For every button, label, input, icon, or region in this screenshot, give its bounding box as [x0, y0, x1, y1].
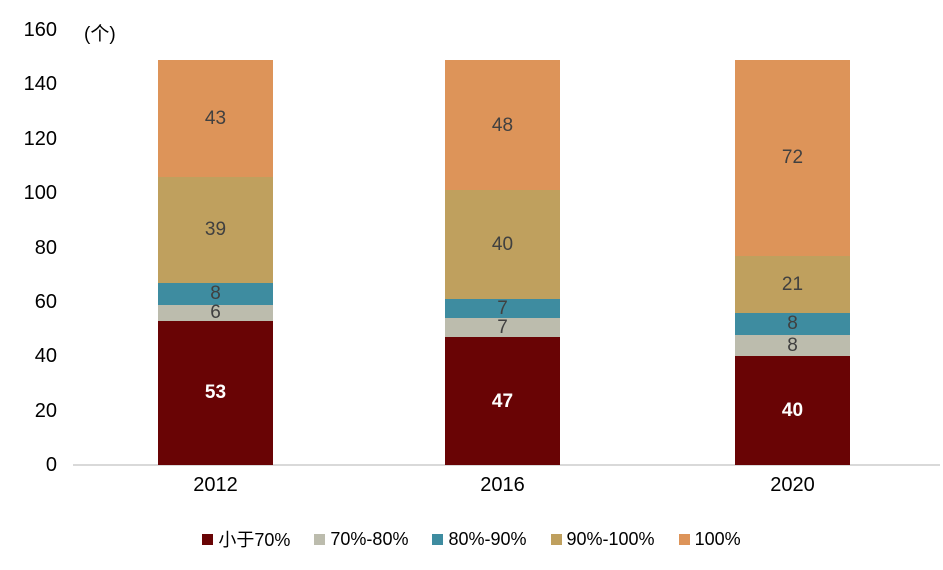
- legend-color-swatch-icon: [678, 533, 690, 545]
- bar-segment: 8: [735, 334, 850, 357]
- bar-column-2020: 40 8 8 21 72: [735, 59, 850, 465]
- y-tick-label: 160: [23, 19, 57, 41]
- legend-color-swatch-icon: [550, 533, 562, 545]
- legend-label: 100%: [694, 528, 741, 549]
- bar-segment-value: 7: [497, 298, 508, 320]
- bar-segment-value: 6: [210, 302, 221, 324]
- legend: 小于70% 70%-80% 80%-90% 90%-100% 100%: [0, 526, 943, 552]
- bar-segment-value: 40: [491, 234, 514, 256]
- bar-segment: 43: [158, 59, 273, 177]
- legend-label: 70%-80%: [330, 528, 409, 549]
- y-tick-label: 120: [23, 127, 57, 150]
- bar-segment-value: 40: [781, 400, 804, 422]
- bar-segment-value: 47: [491, 390, 514, 412]
- bar-segment-value: 43: [204, 107, 227, 129]
- y-tick-label: 140: [23, 73, 57, 96]
- y-tick-label: 100: [23, 182, 57, 205]
- legend-label: 80%-90%: [448, 528, 527, 549]
- bar-column-2012: 53 6 8 39 43: [158, 59, 273, 465]
- legend-item: 100%: [678, 528, 741, 550]
- bar-segment: 7: [445, 317, 560, 339]
- legend-item: 80%-90%: [432, 528, 527, 550]
- bar-segment: 40: [735, 356, 850, 465]
- bar-segment: 40: [445, 190, 560, 300]
- bar-segment-value: 39: [204, 219, 227, 241]
- bar-segment-value: 8: [787, 334, 798, 356]
- bar-column-2016: 47 7 7 40 48: [445, 59, 560, 465]
- bar-segment: 8: [735, 312, 850, 335]
- bar-segment-value: 8: [210, 283, 221, 305]
- bar-segment-value: 48: [491, 114, 514, 136]
- legend-label: 小于70%: [218, 530, 291, 550]
- legend-item: 70%-80%: [314, 529, 408, 550]
- x-axis-label: 2016: [480, 474, 525, 496]
- legend-item: 90%-100%: [550, 528, 655, 550]
- bar-segment: 72: [735, 59, 850, 256]
- bar-segment-value: 72: [781, 147, 804, 169]
- legend-color-swatch-icon: [314, 533, 326, 545]
- bar-segment-value: 53: [204, 382, 227, 404]
- legend-color-swatch-icon: [202, 533, 214, 545]
- y-tick-label: 60: [34, 290, 57, 313]
- y-tick-label: 40: [34, 345, 57, 368]
- y-axis-unit-label: (个): [84, 24, 116, 45]
- y-tick-label: 80: [34, 236, 57, 259]
- legend-item: 小于70%: [202, 526, 290, 552]
- bar-segment: 53: [158, 320, 273, 465]
- bar-segment-value: 8: [787, 313, 798, 335]
- bar-segment: 47: [445, 337, 560, 465]
- bar-segment: 21: [735, 255, 850, 313]
- bar-segment-value: 21: [781, 273, 804, 295]
- x-axis-label: 2012: [193, 474, 238, 496]
- bar-segment-value: 7: [497, 317, 508, 339]
- legend-label: 90%-100%: [566, 528, 655, 549]
- bar-segment: 48: [445, 59, 560, 191]
- bar-segment: 39: [158, 176, 273, 283]
- bar-segment: 8: [158, 282, 273, 305]
- bar-segment: 7: [445, 298, 560, 320]
- bar-segment: 6: [158, 302, 273, 324]
- y-tick-label: 20: [34, 399, 57, 422]
- legend-color-swatch-icon: [432, 533, 444, 545]
- x-axis-label: 2020: [770, 474, 815, 496]
- x-axis-line: [73, 464, 940, 466]
- y-tick-label: 0: [45, 454, 57, 476]
